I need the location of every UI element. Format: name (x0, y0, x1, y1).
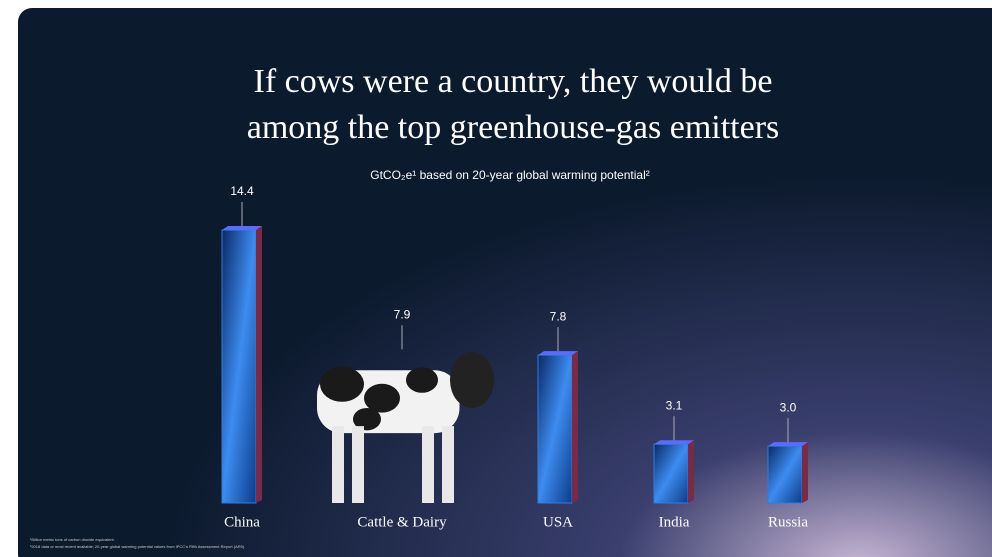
footnote: ¹Billion metric tons of carbon dioxide e… (30, 537, 115, 542)
bar-top (654, 440, 694, 445)
bar-top (768, 442, 808, 447)
bar (653, 443, 689, 504)
bar-side (802, 442, 808, 503)
bar-top (538, 351, 578, 356)
subtitle: GtCO₂e¹ based on 20-year global warming … (370, 168, 649, 182)
bar-side (688, 440, 694, 503)
cow (317, 352, 494, 503)
footnote: ²2018 data or most recent available; 20-… (30, 544, 245, 549)
bar (221, 229, 257, 504)
cow-leg (422, 426, 434, 503)
x-tick-label: India (659, 514, 690, 530)
x-tick-label: Russia (768, 514, 808, 530)
cow-spot (364, 383, 400, 413)
cow-leg (352, 426, 364, 503)
bar-top (222, 226, 262, 230)
cow-head (450, 352, 494, 409)
x-tick-label: USA (543, 514, 573, 530)
bar-side (572, 351, 578, 503)
cow-spot (320, 366, 364, 402)
title-line: among the top greenhouse-gas emitters (247, 109, 780, 146)
cow-spot (406, 367, 438, 393)
x-tick-label: China (224, 514, 260, 530)
x-tick-label: Cattle & Dairy (357, 514, 447, 530)
value-label: 7.8 (550, 309, 567, 323)
cow-leg (332, 426, 344, 503)
value-label: 3.0 (780, 400, 797, 414)
value-label: 14.4 (230, 184, 254, 198)
value-label: 3.1 (666, 398, 683, 412)
bar-side (256, 226, 262, 503)
value-label: 7.9 (394, 307, 411, 321)
bar (767, 445, 803, 504)
bar (537, 354, 573, 504)
cow-leg (442, 426, 454, 503)
title-line: If cows were a country, they would be (254, 63, 773, 100)
cow-spot (353, 407, 381, 431)
